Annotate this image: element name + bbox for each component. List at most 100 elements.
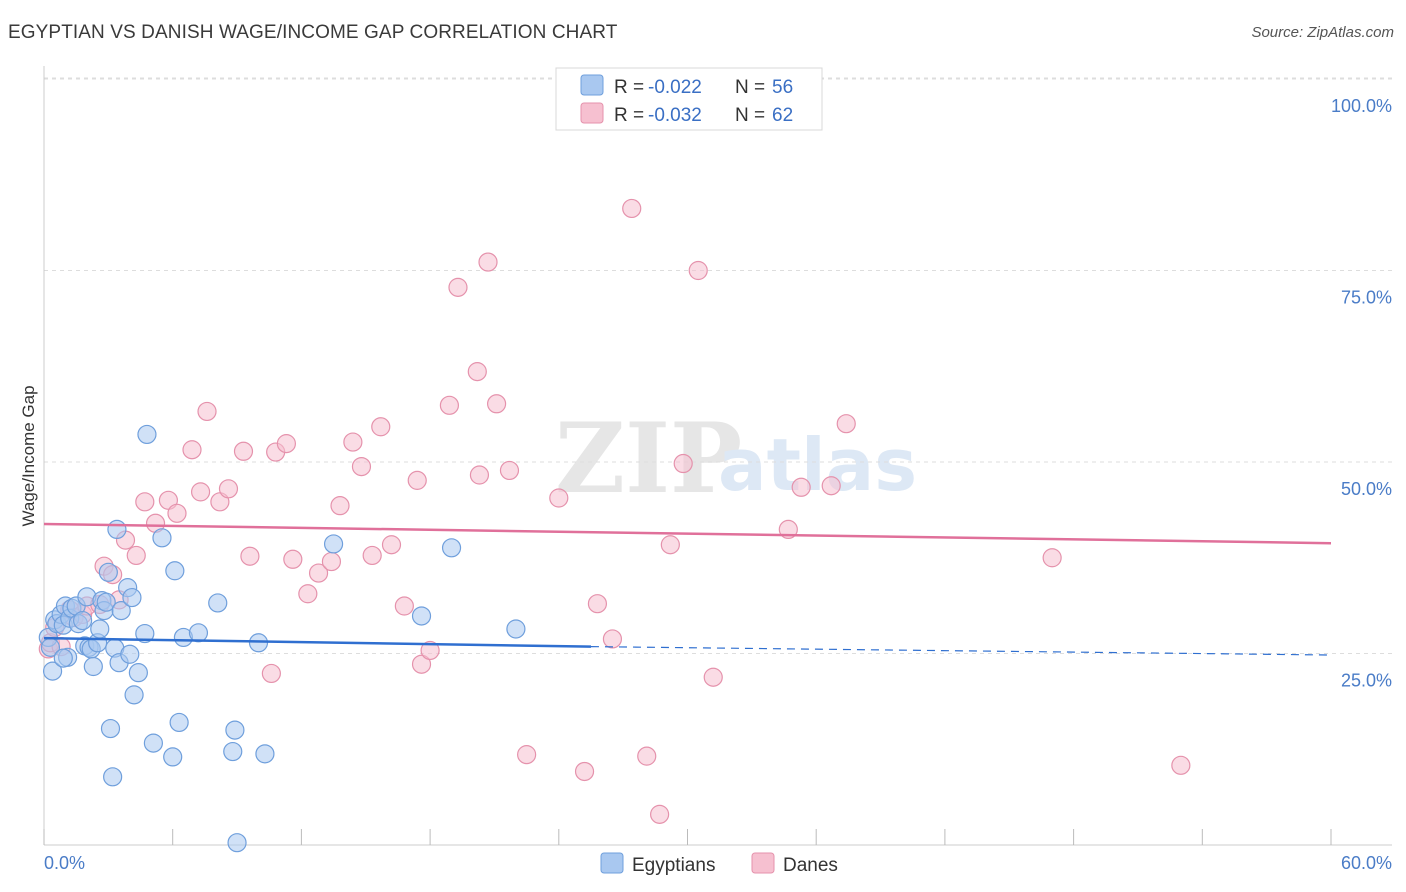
y-tick-labels: 25.0% 50.0% 75.0% 100.0% <box>1331 96 1392 691</box>
stats-legend: R = -0.022 N = 56 R = -0.032 N = 62 <box>555 67 823 131</box>
egyptians-point-34 <box>124 685 144 705</box>
egyptians-point-2 <box>42 661 63 681</box>
danes-point-53 <box>602 629 623 649</box>
danes-point-44 <box>467 362 487 382</box>
y-tick-label-25: 25.0% <box>1341 671 1392 691</box>
danes-point-46 <box>478 252 498 272</box>
egyptians-point-40 <box>163 747 183 767</box>
egyptians-point-48 <box>227 833 247 853</box>
watermark-zip: ZIP <box>555 402 742 515</box>
egyptians-point-28 <box>107 519 127 540</box>
egyptians-point-32 <box>120 644 140 664</box>
egyptians-point-54 <box>506 619 526 639</box>
danes-point-20 <box>197 401 217 422</box>
danes-point-56 <box>650 804 670 824</box>
danes-point-22 <box>218 479 239 499</box>
egyptians-point-36 <box>135 623 155 644</box>
legend-swatch-danes <box>580 102 604 124</box>
egyptians-point-38 <box>143 733 163 753</box>
danes-point-17 <box>167 503 187 523</box>
danes-point-37 <box>381 535 402 555</box>
danes-point-35 <box>362 545 382 566</box>
danes-point-59 <box>688 260 708 281</box>
series-legend: Egyptians Danes <box>600 852 838 876</box>
legend-r-label-danes: R = <box>614 105 644 126</box>
danes-point-57 <box>660 535 680 555</box>
danes-point-60 <box>703 667 723 687</box>
egyptians-point-37 <box>137 424 157 445</box>
x-tick-label-min: 0.0% <box>44 853 85 873</box>
danes-point-47 <box>486 394 507 414</box>
egyptians-point-24 <box>98 562 118 582</box>
legend-r-value-danes: -0.032 <box>648 105 702 126</box>
danes-point-51 <box>574 761 595 782</box>
danes-point-52 <box>587 594 608 614</box>
legend-swatch-egyptians <box>580 74 604 96</box>
x-ticks <box>43 829 1332 845</box>
egyptians-point-30 <box>111 601 131 621</box>
danes-point-24 <box>240 546 260 566</box>
bottom-legend-label-danes[interactable]: Danes <box>783 855 838 876</box>
danes-point-27 <box>276 434 296 454</box>
danes-point-14 <box>135 492 155 512</box>
y-tick-label-100: 100.0% <box>1331 96 1392 116</box>
trend-lines <box>43 522 1332 656</box>
danes-trend-line <box>43 522 1332 545</box>
egyptians-point-35 <box>128 663 148 683</box>
legend-r-label-egyptians: R = <box>614 77 644 98</box>
egyptians-point-23 <box>96 592 116 612</box>
danes-point-63 <box>821 476 841 496</box>
egyptians-point-26 <box>103 767 123 787</box>
danes-point-29 <box>298 584 318 604</box>
danes-point-39 <box>407 470 427 490</box>
egyptians-point-20 <box>90 619 110 639</box>
egyptians-point-13 <box>73 610 93 631</box>
danes-point-48 <box>499 460 520 481</box>
chart-title: EGYPTIAN VS DANISH WAGE/INCOME GAP CORRE… <box>8 22 618 43</box>
gridlines <box>44 77 1392 654</box>
bottom-legend-swatch-egyptians[interactable] <box>600 852 624 874</box>
danes-point-62 <box>791 477 811 497</box>
egyptians-point-45 <box>208 593 228 613</box>
danes-point-25 <box>261 663 281 684</box>
danes-point-64 <box>836 414 856 434</box>
egyptians-point-41 <box>165 561 185 581</box>
watermark-atlas: atlas <box>718 423 917 507</box>
danes-point-31 <box>321 551 342 572</box>
legend-n-label-danes: N = <box>735 105 765 126</box>
danes-point-38 <box>394 596 414 616</box>
y-axis-label: Wage/Income Gap <box>19 385 38 526</box>
danes-point-30 <box>308 563 329 583</box>
danes-point-54 <box>622 198 642 219</box>
danes-point-13 <box>126 545 146 566</box>
danes-point-34 <box>351 456 372 477</box>
danes-point-43 <box>448 277 468 297</box>
chart-source: Source: ZipAtlas.com <box>1251 24 1394 41</box>
egyptians-point-18 <box>83 656 103 677</box>
y-tick-label-75: 75.0% <box>1341 288 1392 308</box>
y-tick-label-50: 50.0% <box>1341 479 1392 499</box>
danes-point-23 <box>233 441 254 461</box>
egyptians-trend-line <box>43 636 591 648</box>
legend-n-value-danes: 62 <box>772 105 793 126</box>
egyptians-point-46 <box>223 741 243 762</box>
danes-point-19 <box>190 482 211 502</box>
legend-r-value-egyptians: -0.022 <box>648 77 702 98</box>
danes-point-36 <box>371 417 391 437</box>
egyptians-point-55 <box>53 648 73 668</box>
danes-point-41 <box>420 640 440 661</box>
legend-n-label-egyptians: N = <box>735 77 765 98</box>
egyptians-point-42 <box>169 712 189 733</box>
danes-point-28 <box>283 549 303 569</box>
danes-point-45 <box>469 465 490 485</box>
axes <box>43 66 1392 846</box>
bottom-legend-label-egyptians[interactable]: Egyptians <box>632 855 715 876</box>
danes-point-32 <box>330 496 350 516</box>
legend-n-value-egyptians: 56 <box>772 77 793 98</box>
danes-point-66 <box>1171 755 1191 775</box>
danes-point-33 <box>343 432 363 452</box>
danes-point-55 <box>637 746 657 766</box>
bottom-legend-swatch-danes[interactable] <box>751 852 775 874</box>
egyptians-point-44 <box>188 623 209 643</box>
